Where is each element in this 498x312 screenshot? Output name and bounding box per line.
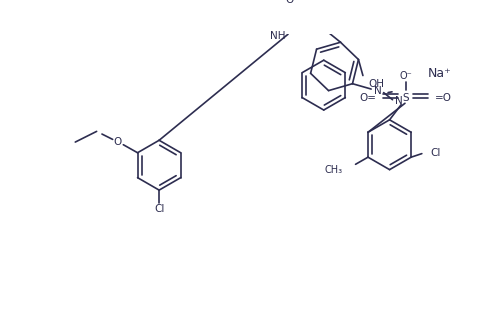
Text: NH: NH bbox=[270, 31, 285, 41]
Text: O⁻: O⁻ bbox=[399, 71, 412, 81]
Text: CH₃: CH₃ bbox=[325, 165, 343, 175]
Text: N: N bbox=[395, 96, 402, 106]
Text: Na⁺: Na⁺ bbox=[428, 67, 452, 80]
Text: OH: OH bbox=[368, 80, 384, 90]
Text: Cl: Cl bbox=[431, 148, 441, 158]
Text: O: O bbox=[285, 0, 293, 5]
Text: N: N bbox=[374, 86, 381, 96]
Text: O: O bbox=[114, 137, 122, 147]
Text: S: S bbox=[402, 93, 409, 103]
Text: =O: =O bbox=[435, 93, 452, 103]
Text: O=: O= bbox=[359, 93, 376, 103]
Text: Cl: Cl bbox=[154, 204, 164, 214]
